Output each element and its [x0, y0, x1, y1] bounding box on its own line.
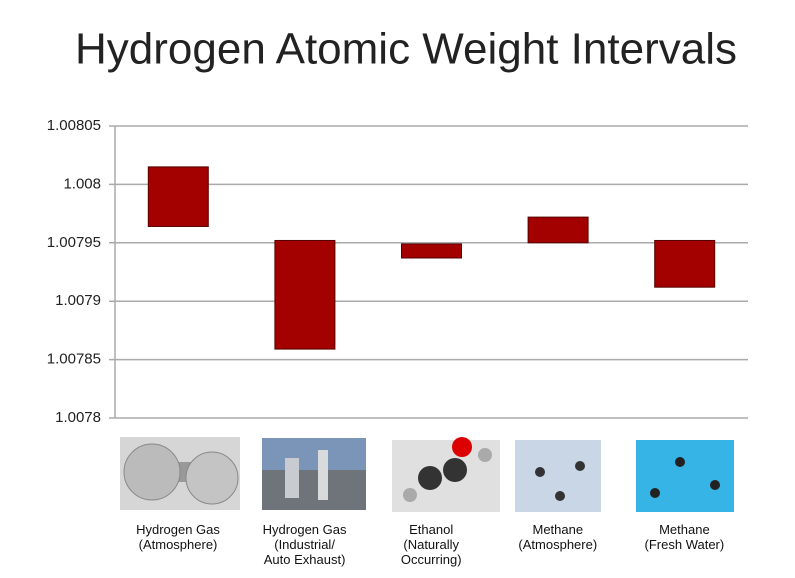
icon-bg [515, 440, 601, 512]
icon-atom [555, 491, 565, 501]
x-tick-label: Hydrogen Gas (Industrial/ Auto Exhaust) [262, 522, 347, 567]
icon-plant [285, 458, 299, 498]
icon-atom [675, 457, 685, 467]
y-tick-label: 1.00805 [47, 117, 101, 134]
y-tick-label: 1.008 [63, 175, 101, 192]
icons [120, 437, 734, 512]
bar [274, 239, 336, 350]
x-tick-label: Methane (Atmosphere) [518, 522, 598, 552]
icon-atom [452, 437, 472, 457]
icon-atom [575, 461, 585, 471]
bar [654, 239, 716, 288]
icon-bg [636, 440, 734, 512]
icon-atom [650, 488, 660, 498]
icon-atom [443, 458, 467, 482]
icon-atom [418, 466, 442, 490]
bar [147, 166, 209, 227]
y-tick-label: 1.00795 [47, 234, 101, 251]
x-tick-label: Hydrogen Gas (Atmosphere) [136, 522, 220, 552]
y-tick-label: 1.0078 [55, 409, 101, 426]
chart-title: Hydrogen Atomic Weight Intervals [75, 25, 737, 74]
icon-atom [403, 488, 417, 502]
x-tick-label: Ethanol (Naturally Occurring) [400, 522, 462, 567]
icon-atom [535, 467, 545, 477]
icon-atom [710, 480, 720, 490]
icon-plant [318, 450, 328, 500]
icon-plant [262, 470, 366, 510]
y-tick-label: 1.00785 [47, 351, 101, 368]
icon-atom [185, 451, 239, 505]
x-tick-label: Methane (Fresh Water) [644, 522, 725, 552]
icon-atom [123, 443, 181, 501]
bar [401, 243, 462, 259]
bar [527, 216, 589, 244]
y-tick-label: 1.0079 [55, 292, 101, 309]
icon-atom [478, 448, 492, 462]
